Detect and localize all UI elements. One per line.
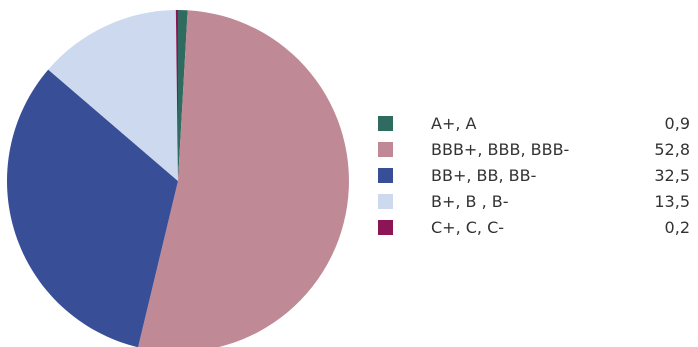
pie-slice	[175, 9, 178, 182]
legend-swatch	[378, 219, 393, 235]
legend-value: 32,5	[654, 165, 690, 185]
pie-slice	[7, 69, 178, 347]
legend-label: BBB+, BBB, BBB-	[431, 139, 570, 159]
legend: A+, A 0,9 BBB+, BBB, BBB- 52,8 BB+, BB, …	[378, 110, 690, 240]
legend-value: 52,8	[654, 139, 690, 159]
legend-value: 0,9	[664, 113, 690, 133]
legend-item: BBB+, BBB, BBB- 52,8	[378, 136, 690, 162]
legend-item: A+, A 0,9	[378, 110, 690, 136]
legend-label: B+, B , B-	[431, 191, 509, 211]
legend-label: A+, A	[431, 113, 477, 133]
legend-swatch	[378, 115, 393, 131]
legend-swatch	[378, 141, 393, 157]
legend-swatch	[378, 167, 393, 183]
legend-item: BB+, BB, BB- 32,5	[378, 162, 690, 188]
pie-slice	[178, 9, 188, 182]
legend-item: C+, C, C- 0,2	[378, 214, 690, 240]
legend-value: 13,5	[654, 191, 690, 211]
legend-swatch	[378, 193, 393, 209]
legend-value: 0,2	[664, 217, 690, 237]
legend-label: C+, C, C-	[431, 217, 505, 237]
legend-item: B+, B , B- 13,5	[378, 188, 690, 214]
pie-slice	[48, 10, 178, 182]
pie-slice	[138, 10, 349, 347]
legend-label: BB+, BB, BB-	[431, 165, 537, 185]
